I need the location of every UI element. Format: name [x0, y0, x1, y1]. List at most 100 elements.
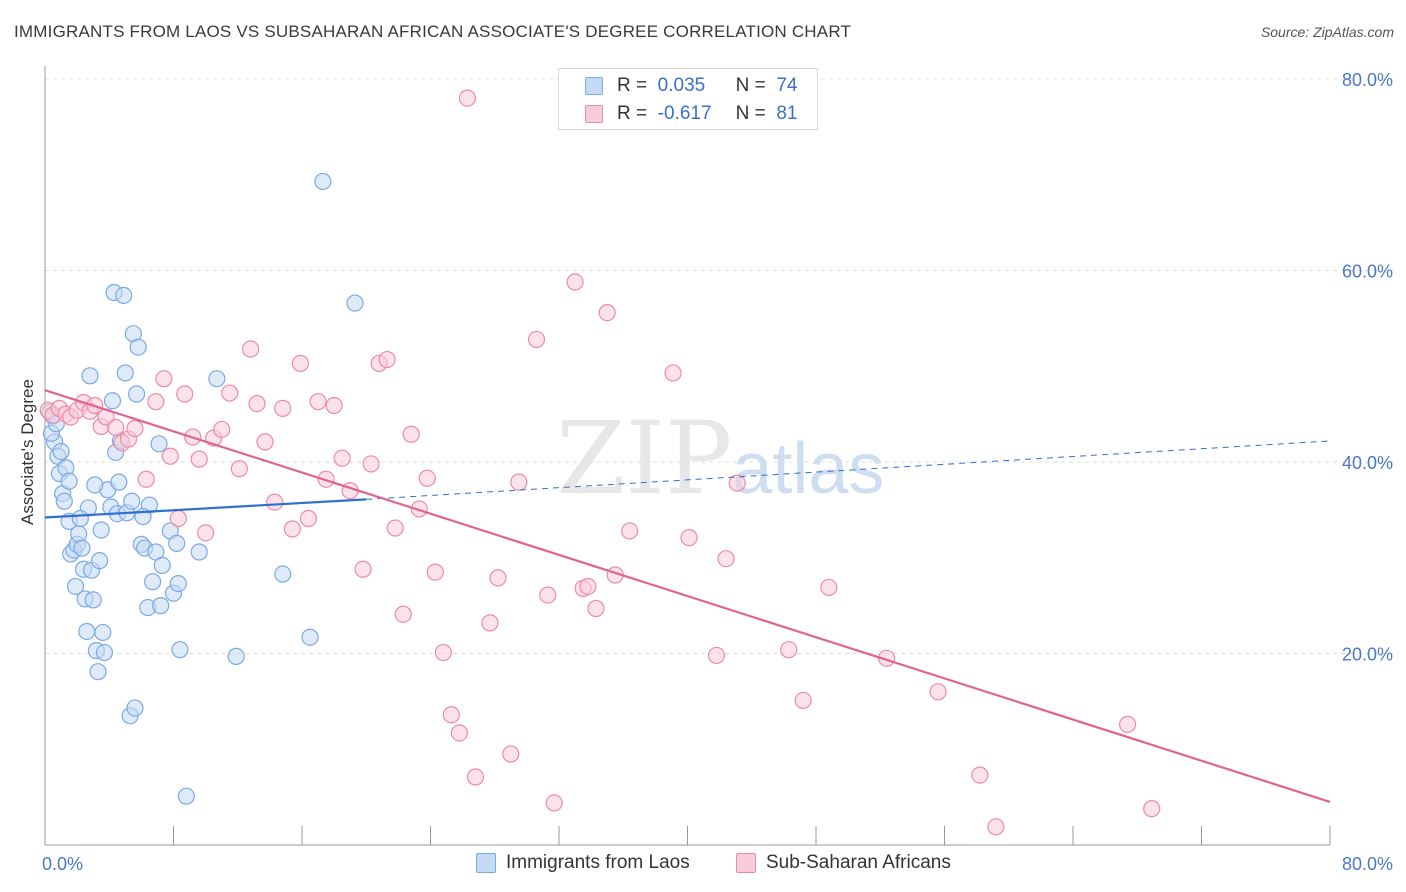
point-subsaharan	[309, 393, 327, 411]
point-laos	[81, 367, 99, 385]
point-laos	[66, 577, 85, 596]
point-subsaharan	[230, 460, 248, 478]
point-laos	[171, 641, 189, 659]
point-laos	[73, 539, 91, 557]
point-laos	[126, 699, 144, 717]
y-tick-label: 60.0%	[1342, 262, 1393, 282]
point-laos	[89, 663, 107, 681]
point-laos	[60, 472, 78, 490]
bottom-legend-label-african: Sub-Saharan Africans	[766, 852, 951, 873]
point-laos	[150, 435, 168, 453]
legend-n-label: N =	[735, 75, 766, 96]
point-subsaharan	[137, 470, 155, 488]
point-subsaharan	[283, 520, 301, 538]
legend-swatch-laos	[585, 77, 603, 95]
point-laos	[71, 509, 89, 528]
point-laos	[346, 294, 364, 312]
point-laos	[123, 492, 141, 510]
trend-line-subsaharan	[44, 389, 1331, 803]
chart-title: IMMIGRANTS FROM LAOS VS SUBSAHARAN AFRIC…	[14, 22, 852, 41]
point-subsaharan	[1119, 715, 1137, 733]
point-laos	[55, 492, 73, 510]
watermark-atlas: atlas	[732, 429, 885, 509]
point-subsaharan	[987, 818, 1005, 836]
point-subsaharan	[680, 529, 698, 547]
point-subsaharan	[410, 500, 428, 518]
point-subsaharan	[256, 433, 274, 451]
point-laos	[169, 575, 187, 593]
point-subsaharan	[664, 364, 682, 382]
point-subsaharan	[434, 643, 452, 662]
point-subsaharan	[539, 586, 557, 604]
legend-r-label: R =	[617, 75, 648, 96]
point-laos	[78, 622, 96, 641]
stats-legend: R = 0.035 N = 74 R = -0.617 N = 81	[558, 68, 818, 130]
legend-swatch-african	[585, 105, 603, 123]
legend-r-label: R =	[617, 103, 648, 124]
y-axis-title: Associate's Degree	[18, 379, 37, 525]
point-laos	[103, 392, 122, 410]
point-subsaharan	[155, 370, 173, 388]
point-subsaharan	[929, 683, 947, 701]
point-subsaharan	[213, 420, 231, 439]
point-subsaharan	[378, 350, 396, 369]
point-subsaharan	[458, 89, 477, 107]
point-subsaharan	[197, 524, 215, 542]
point-laos	[168, 534, 186, 552]
bottom-legend-swatch-laos	[476, 853, 496, 873]
point-laos	[177, 787, 195, 805]
legend-n-label: N =	[735, 103, 766, 124]
point-subsaharan	[579, 577, 597, 596]
point-subsaharan	[707, 646, 726, 665]
point-subsaharan	[291, 354, 309, 372]
point-subsaharan	[394, 605, 412, 623]
point-laos	[314, 172, 332, 191]
legend-r-value: -0.617	[657, 103, 712, 124]
point-subsaharan	[502, 745, 520, 763]
trend-line-laos-extension	[366, 440, 1331, 500]
point-subsaharan	[147, 393, 165, 411]
point-subsaharan	[107, 418, 125, 437]
bottom-legend-swatch-african	[736, 853, 756, 873]
point-subsaharan	[126, 419, 144, 438]
grid-lines	[45, 78, 1395, 654]
point-subsaharan	[386, 519, 404, 537]
point-laos	[274, 565, 292, 583]
y-tick-label: 40.0%	[1342, 453, 1393, 473]
point-subsaharan	[325, 396, 343, 415]
x-tick-label: 80.0%	[1342, 854, 1393, 874]
point-subsaharan	[510, 473, 528, 491]
point-subsaharan	[176, 385, 194, 403]
point-subsaharan	[426, 563, 444, 581]
point-subsaharan	[489, 569, 507, 587]
data-points	[39, 89, 1161, 836]
point-subsaharan	[717, 550, 735, 568]
point-laos	[127, 385, 146, 403]
point-subsaharan	[450, 724, 469, 742]
point-subsaharan	[728, 474, 746, 492]
point-subsaharan	[266, 493, 284, 511]
point-subsaharan	[481, 614, 499, 632]
point-subsaharan	[362, 455, 380, 473]
tick-labels: 20.0% 40.0% 60.0% 80.0% 0.0% 80.0% Associate's…	[18, 70, 1393, 874]
legend-n-value: 81	[776, 103, 798, 124]
watermark: ZIPatlas	[556, 400, 884, 517]
point-subsaharan	[442, 706, 460, 724]
point-laos	[208, 370, 226, 388]
point-laos	[92, 521, 110, 539]
legend-r-value: 0.035	[657, 75, 706, 96]
point-subsaharan	[780, 641, 798, 659]
point-laos	[91, 552, 109, 570]
point-subsaharan	[190, 450, 208, 468]
point-subsaharan	[527, 330, 546, 349]
point-subsaharan	[621, 522, 639, 540]
point-subsaharan	[598, 304, 616, 322]
point-subsaharan	[545, 794, 563, 812]
point-subsaharan	[169, 509, 187, 528]
point-laos	[301, 628, 319, 646]
point-subsaharan	[820, 578, 838, 597]
axes	[44, 66, 1331, 846]
trend-line-laos	[44, 498, 367, 519]
point-subsaharan	[402, 425, 420, 443]
